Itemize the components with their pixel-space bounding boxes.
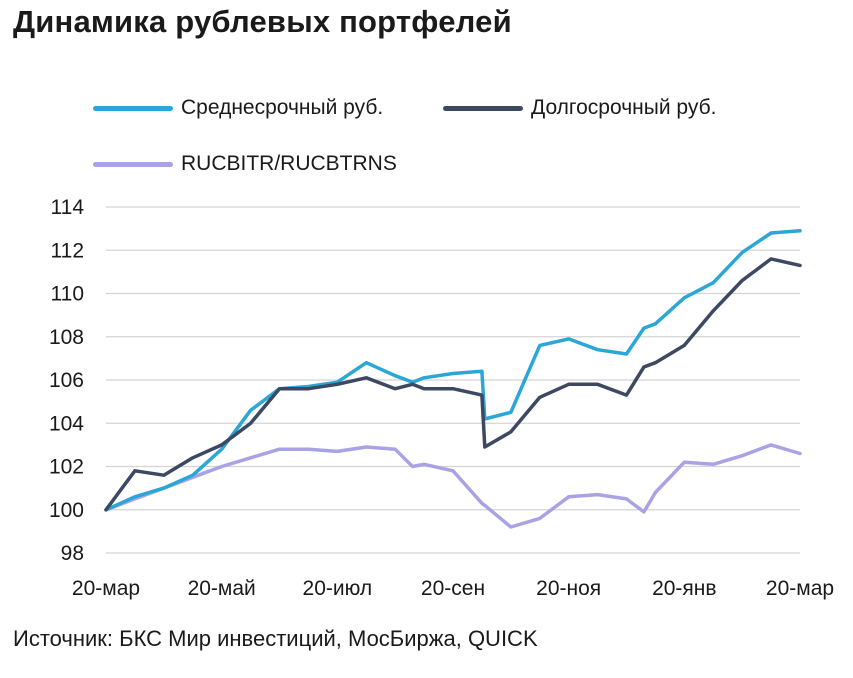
series-lines xyxy=(104,229,802,529)
source-note: Источник: БКС Мир инвестиций, МосБиржа, … xyxy=(13,626,538,651)
legend-item-medium-term: Среднесрочный руб. xyxy=(93,96,383,120)
legend-item-index: RUCBITR/RUCBTRNS xyxy=(93,152,397,176)
y-tick-label: 114 xyxy=(51,196,85,219)
y-tick-label: 108 xyxy=(49,326,84,349)
legend-label-medium-term: Среднесрочный руб. xyxy=(181,96,384,119)
x-tick-label: 20-сен xyxy=(421,577,485,600)
series-line-index xyxy=(104,443,802,529)
chart-title: Динамика рублевых портфелей xyxy=(13,4,512,39)
x-tick-label: 20-мар xyxy=(72,577,140,600)
legend-swatch-index xyxy=(93,161,173,167)
x-tick-label: 20-ноя xyxy=(536,577,601,600)
x-tick-label: 20-мар xyxy=(766,577,834,600)
y-tick-label: 110 xyxy=(51,283,84,306)
y-axis-ticks: 98 100 102 104 106 108 110 112 114 xyxy=(49,196,84,565)
y-tick-label: 112 xyxy=(51,239,84,262)
x-tick-label: 20-янв xyxy=(652,577,716,600)
y-tick-label: 102 xyxy=(49,456,84,479)
legend-label-long-term: Долгосрочный руб. xyxy=(531,96,717,119)
y-tick-label: 98 xyxy=(61,542,84,565)
series-line-medium-term xyxy=(104,229,802,512)
x-tick-label: 20-май xyxy=(188,577,256,600)
legend-label-index: RUCBITR/RUCBTRNS xyxy=(181,152,397,175)
legend-swatch-medium-term xyxy=(93,105,173,111)
y-tick-label: 106 xyxy=(49,369,84,392)
series-line-long-term xyxy=(104,257,802,512)
y-tick-label: 104 xyxy=(49,412,84,435)
y-tick-label: 100 xyxy=(49,499,84,522)
x-axis-ticks: 20-мар 20-май 20-июл 20-сен 20-ноя 20-янв 20-м… xyxy=(72,577,834,600)
x-tick-label: 20-июл xyxy=(303,577,373,600)
legend-item-long-term: Долгосрочный руб. xyxy=(443,96,716,120)
grid-lines xyxy=(106,206,800,554)
legend-swatch-long-term xyxy=(443,105,523,111)
